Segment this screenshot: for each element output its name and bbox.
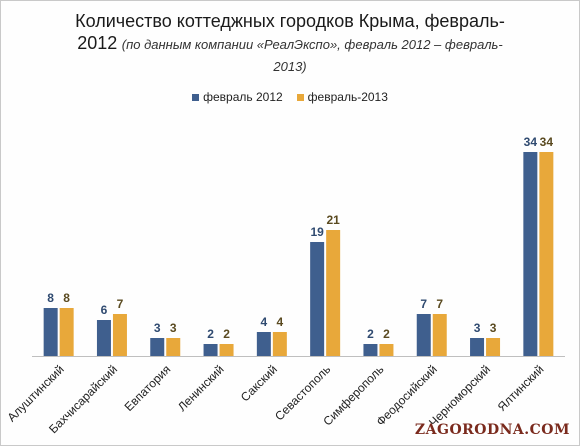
- bar-1-0: [43, 308, 58, 356]
- bar-1-3: [203, 344, 218, 356]
- data-label-2-1: 7: [117, 297, 124, 311]
- bar-1-2: [150, 338, 165, 356]
- data-label-2-4: 4: [277, 315, 284, 329]
- legend-item-series-2: февраль-2013: [296, 90, 388, 104]
- data-label-1-2: 3: [154, 321, 161, 335]
- data-label-1-4: 4: [261, 315, 268, 329]
- data-label-1-0: 8: [47, 291, 54, 305]
- bar-2-5: [326, 230, 341, 356]
- data-label-2-9: 34: [540, 135, 554, 149]
- data-label-2-2: 3: [170, 321, 177, 335]
- data-label-2-0: 8: [63, 291, 70, 305]
- data-label-1-6: 2: [367, 327, 374, 341]
- bar-2-6: [379, 344, 394, 356]
- bar-2-1: [112, 314, 127, 356]
- bar-2-2: [166, 338, 181, 356]
- legend-swatch-series-1: [192, 93, 200, 101]
- data-label-1-5: 19: [310, 225, 324, 239]
- data-label-2-5: 21: [326, 213, 340, 227]
- data-label-2-3: 2: [223, 327, 230, 341]
- bar-1-7: [416, 314, 431, 356]
- data-label-1-7: 7: [420, 297, 427, 311]
- data-label-2-8: 3: [490, 321, 497, 335]
- bar-1-6: [363, 344, 378, 356]
- bar-1-1: [96, 320, 111, 356]
- data-label-2-7: 7: [436, 297, 443, 311]
- legend-label-series-1: февраль 2012: [203, 90, 283, 104]
- legend-swatch-series-2: [296, 93, 304, 101]
- category-label-4: Сакский: [238, 362, 280, 404]
- data-label-2-6: 2: [383, 327, 390, 341]
- data-label-1-3: 2: [207, 327, 214, 341]
- data-label-1-1: 6: [101, 303, 108, 317]
- chart-title: Количество коттеджных городков Крыма, фе…: [20, 10, 560, 78]
- legend-item-series-1: февраль 2012: [192, 90, 283, 104]
- bar-1-5: [310, 242, 325, 356]
- bar-2-9: [539, 152, 554, 356]
- bar-2-7: [432, 314, 447, 356]
- bar-1-9: [523, 152, 538, 356]
- bar-2-4: [272, 332, 287, 356]
- category-label-3: Ленинский: [175, 362, 227, 414]
- category-label-2: Евпатория: [122, 362, 174, 414]
- subtitle-line-1: (по данным компании «РеалЭкспо», февраль…: [121, 37, 503, 52]
- title-line-1: Количество коттеджных городков Крыма, фе…: [75, 11, 505, 31]
- data-label-1-9: 34: [524, 135, 538, 149]
- data-label-1-8: 3: [474, 321, 481, 335]
- bar-2-0: [59, 308, 74, 356]
- watermark-logo: ZAGORODNA.COM: [414, 422, 570, 438]
- bar-2-3: [219, 344, 234, 356]
- legend: февраль 2012 февраль-2013: [0, 90, 580, 104]
- bar-1-8: [470, 338, 485, 356]
- legend-label-series-2: февраль-2013: [307, 90, 388, 104]
- title-line-2: 2012: [77, 33, 118, 53]
- bar-2-8: [486, 338, 501, 356]
- category-label-9: Ялтинский: [495, 362, 547, 414]
- bar-1-4: [256, 332, 271, 356]
- subtitle-line-2: 2013): [273, 59, 307, 74]
